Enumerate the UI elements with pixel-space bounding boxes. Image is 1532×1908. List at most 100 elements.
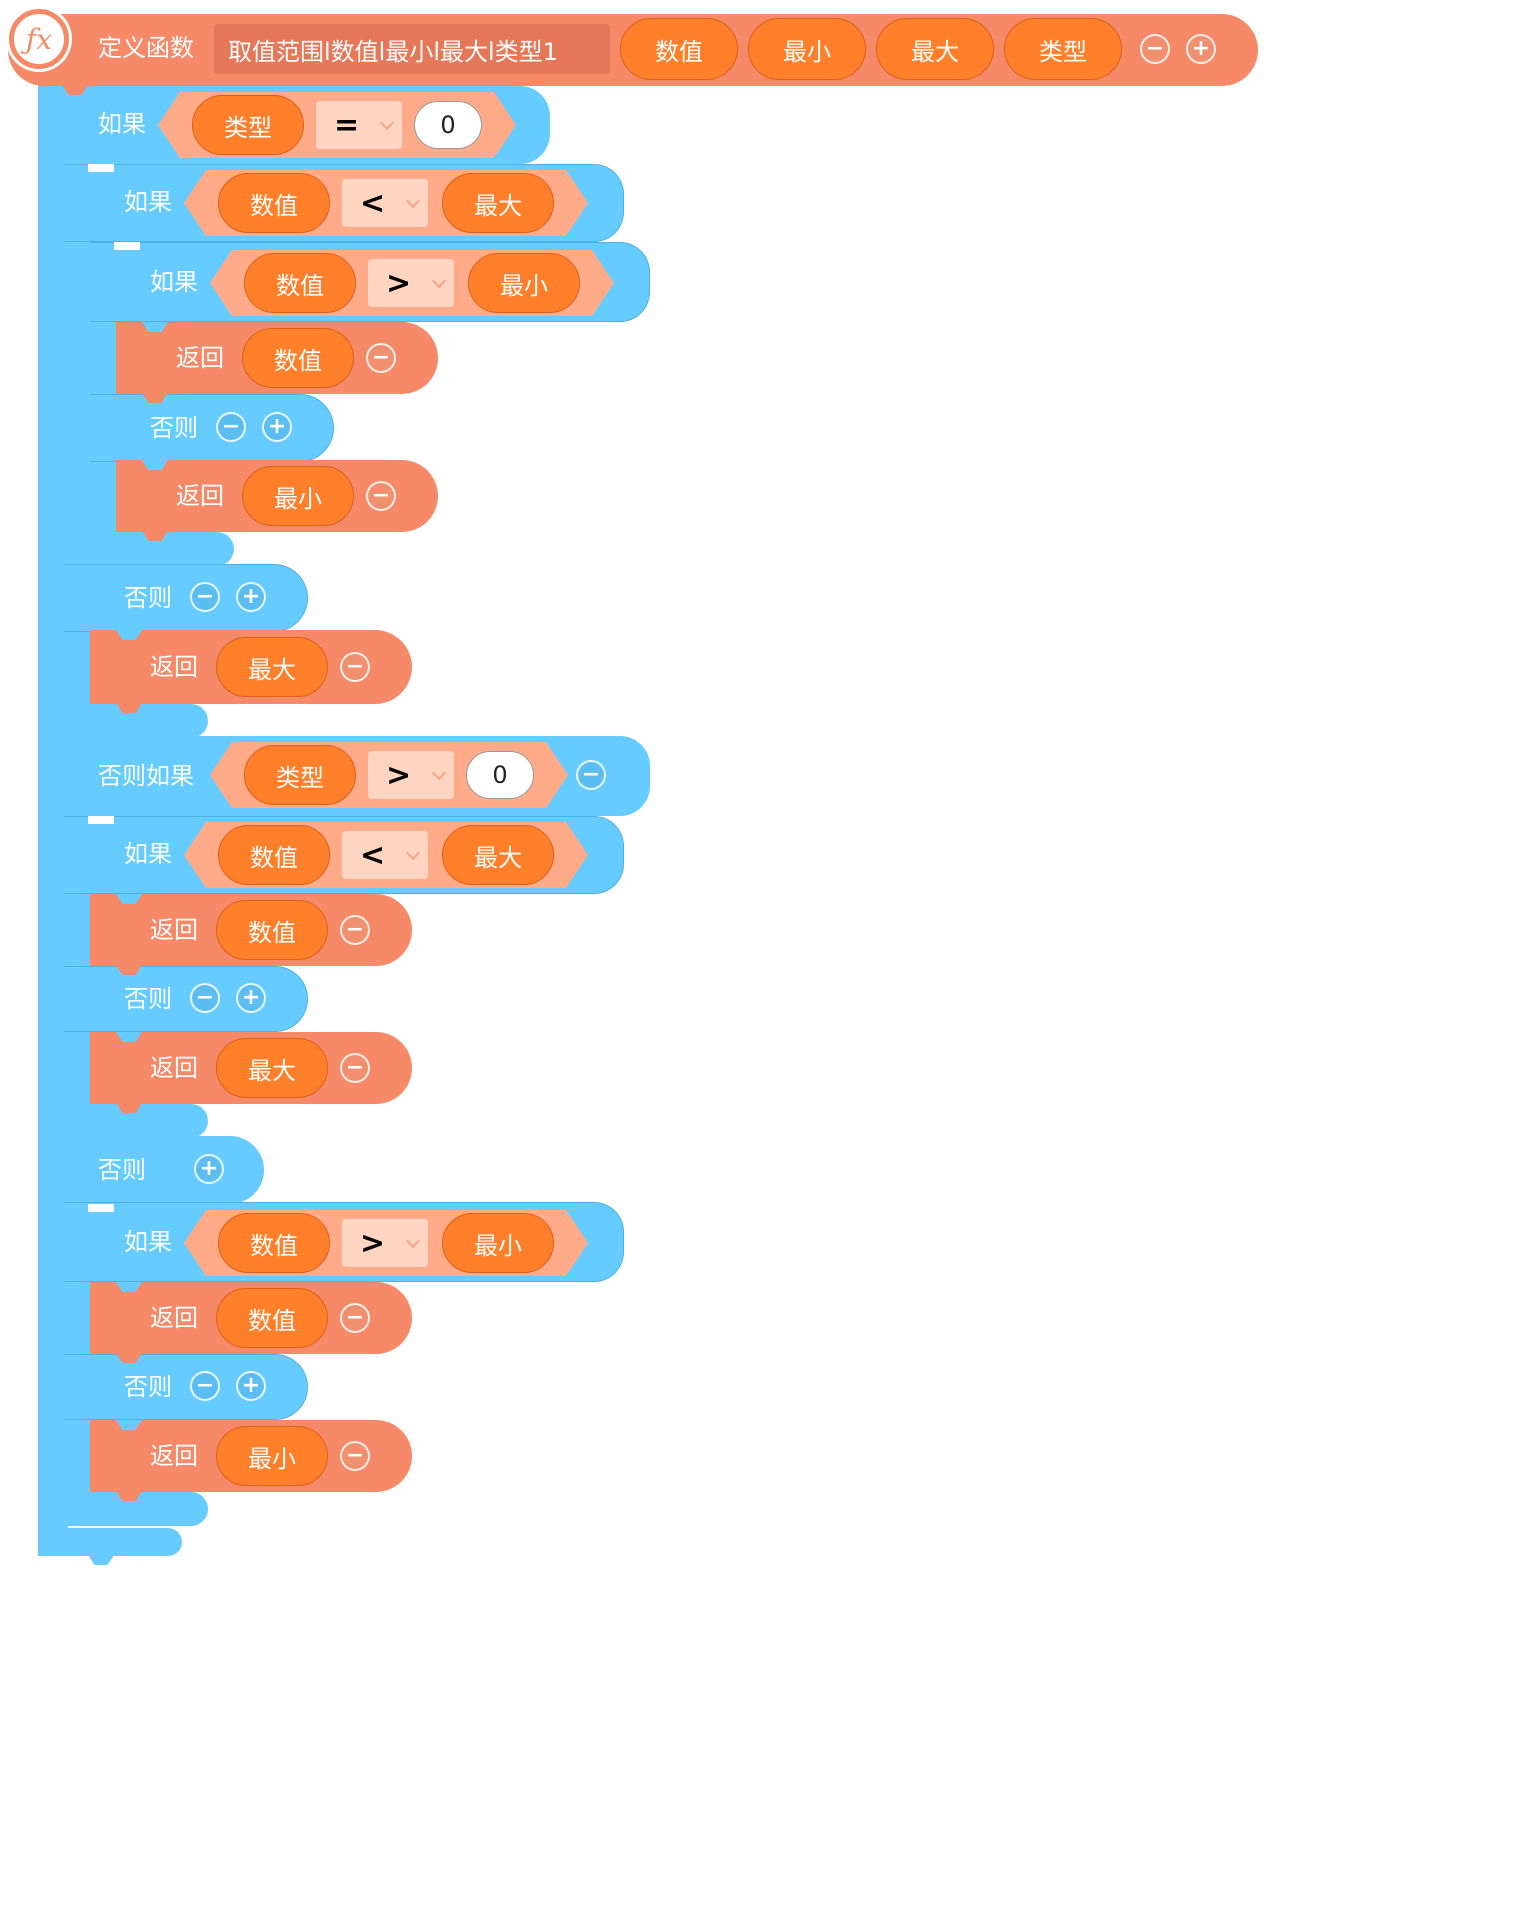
header-notch	[62, 85, 88, 95]
var-pill-min[interactable]: 最小	[442, 1213, 554, 1273]
return-label: 返回	[176, 344, 224, 372]
function-name-field[interactable]: 取值范围l数值l最小l最大l类型1	[214, 24, 610, 74]
remove-return-button[interactable]: −	[340, 1441, 370, 1471]
else-row-2[interactable]	[64, 564, 308, 632]
chevron-down-icon	[431, 765, 447, 781]
return-label: 返回	[176, 482, 224, 510]
var-pill-type[interactable]: 类型	[192, 95, 304, 155]
if-block-outer-spine[interactable]	[38, 84, 68, 1556]
var-pill-value[interactable]: 数值	[244, 253, 356, 313]
notch	[142, 531, 168, 541]
if-label: 如果	[98, 110, 146, 138]
param-pill-value[interactable]: 数值	[620, 18, 738, 80]
remove-else-button[interactable]: −	[190, 983, 220, 1013]
add-elseif-button[interactable]: +	[236, 1371, 266, 1401]
notch	[142, 393, 168, 403]
param-pill-max[interactable]: 最大	[876, 18, 994, 80]
operator-dropdown[interactable]: >	[368, 751, 454, 799]
number-input[interactable]: 0	[414, 101, 482, 149]
fx-icon-glyph: ƒx	[25, 22, 53, 56]
notch	[116, 1032, 142, 1042]
operator-dropdown[interactable]: >	[368, 259, 454, 307]
var-pill-max[interactable]: 最大	[216, 1038, 328, 1098]
else-row-outer[interactable]	[38, 1136, 264, 1204]
remove-else-button[interactable]: −	[190, 582, 220, 612]
else-label: 否则	[98, 1156, 146, 1184]
var-pill-value[interactable]: 数值	[242, 328, 354, 388]
else-row-5[interactable]	[64, 1354, 308, 1420]
fx-icon: ƒx	[9, 9, 69, 69]
var-pill-type[interactable]: 类型	[244, 745, 356, 805]
operator-value: >	[386, 757, 412, 793]
remove-return-button[interactable]: −	[340, 915, 370, 945]
chevron-down-icon	[405, 193, 421, 209]
operator-value: >	[386, 265, 412, 301]
return-label: 返回	[150, 653, 198, 681]
notch	[142, 460, 168, 470]
chevron-down-icon	[379, 115, 395, 131]
remove-else-button[interactable]: −	[190, 1371, 220, 1401]
notch	[116, 894, 142, 904]
define-function-label: 定义函数	[98, 34, 194, 62]
var-pill-max[interactable]: 最大	[442, 825, 554, 885]
var-pill-max[interactable]: 最大	[216, 637, 328, 697]
notch	[142, 322, 168, 332]
notch	[116, 703, 142, 713]
else-row-4[interactable]	[64, 966, 308, 1032]
if-block-outer-bottom	[38, 1528, 182, 1556]
else-row-3[interactable]	[90, 394, 334, 462]
remove-return-button[interactable]: −	[340, 1053, 370, 1083]
remove-param-button[interactable]: −	[1140, 34, 1170, 64]
var-pill-value[interactable]: 数值	[216, 900, 328, 960]
operator-dropdown[interactable]: >	[342, 1219, 428, 1267]
chevron-down-icon	[431, 273, 447, 289]
notch	[116, 1420, 142, 1430]
var-pill-min[interactable]: 最小	[468, 253, 580, 313]
var-pill-value[interactable]: 数值	[218, 1213, 330, 1273]
operator-dropdown[interactable]: <	[342, 831, 428, 879]
else-label: 否则	[124, 584, 172, 612]
operator-dropdown[interactable]: =	[316, 101, 402, 149]
operator-value: >	[360, 1225, 386, 1261]
var-pill-min[interactable]: 最小	[216, 1426, 328, 1486]
remove-return-button[interactable]: −	[340, 652, 370, 682]
notch	[116, 1491, 142, 1501]
else-label: 否则	[150, 414, 198, 442]
notch	[114, 242, 140, 250]
var-pill-value[interactable]: 数值	[216, 1288, 328, 1348]
chevron-down-icon	[405, 845, 421, 861]
var-pill-value[interactable]: 数值	[218, 173, 330, 233]
notch	[116, 1353, 142, 1363]
add-elseif-button[interactable]: +	[194, 1154, 224, 1184]
operator-value: <	[360, 837, 386, 873]
else-label: 否则	[124, 985, 172, 1013]
add-param-button[interactable]: +	[1186, 34, 1216, 64]
number-input[interactable]: 0	[466, 751, 534, 799]
operator-value: <	[360, 185, 386, 221]
if-block-2-spine	[64, 164, 92, 738]
add-elseif-button[interactable]: +	[236, 582, 266, 612]
param-pill-type[interactable]: 类型	[1004, 18, 1122, 80]
chevron-down-icon	[405, 1233, 421, 1249]
var-pill-min[interactable]: 最小	[242, 466, 354, 526]
operator-value: =	[334, 107, 360, 143]
remove-return-button[interactable]: −	[366, 481, 396, 511]
return-label: 返回	[150, 1442, 198, 1470]
add-elseif-button[interactable]: +	[262, 412, 292, 442]
var-pill-value[interactable]: 数值	[218, 825, 330, 885]
elseif-label: 否则如果	[98, 762, 194, 790]
return-label: 返回	[150, 916, 198, 944]
bottom-notch	[88, 1555, 114, 1565]
notch	[88, 816, 114, 824]
add-elseif-button[interactable]: +	[236, 983, 266, 1013]
param-pill-min[interactable]: 最小	[748, 18, 866, 80]
return-label: 返回	[150, 1304, 198, 1332]
notch	[116, 1103, 142, 1113]
remove-else-button[interactable]: −	[216, 412, 246, 442]
remove-return-button[interactable]: −	[340, 1303, 370, 1333]
remove-return-button[interactable]: −	[366, 343, 396, 373]
else-label: 否则	[124, 1373, 172, 1401]
operator-dropdown[interactable]: <	[342, 179, 428, 227]
var-pill-max[interactable]: 最大	[442, 173, 554, 233]
remove-elseif-button[interactable]: −	[576, 760, 606, 790]
